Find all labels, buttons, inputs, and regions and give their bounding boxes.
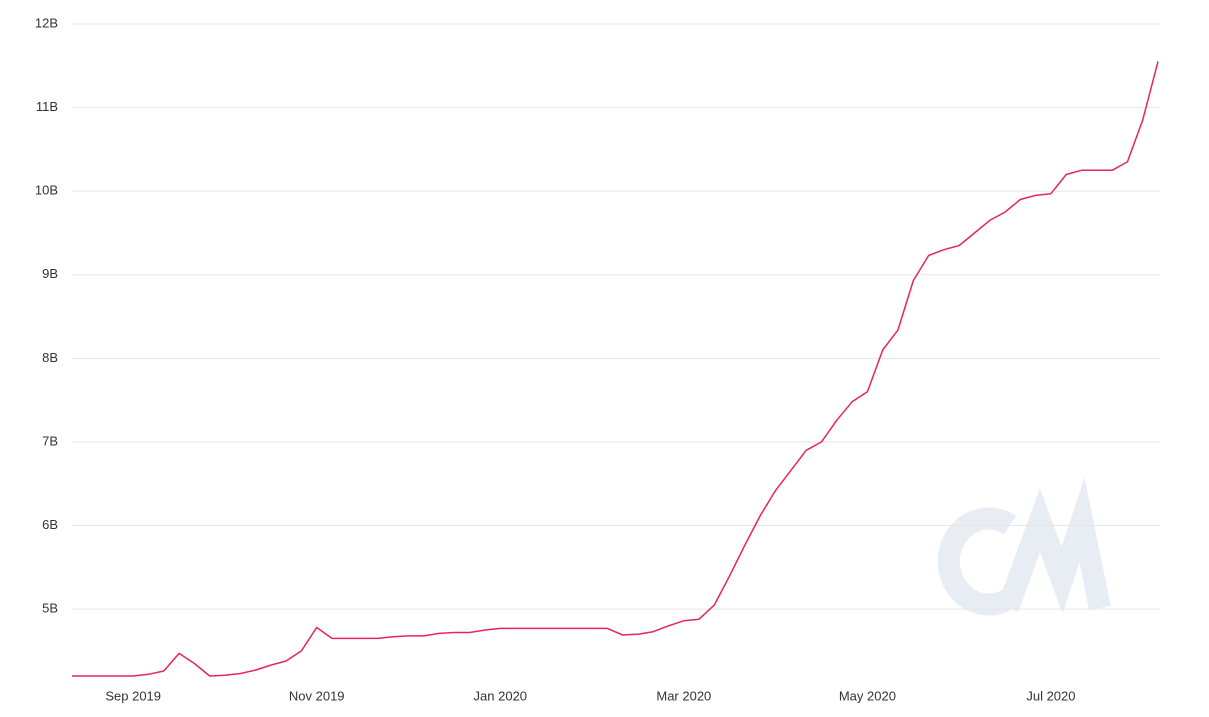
x-tick-label: Jan 2020 (474, 688, 528, 703)
y-tick-label: 12B (35, 15, 58, 30)
y-tick-label: 5B (42, 601, 58, 616)
x-tick-label: Sep 2019 (105, 688, 161, 703)
y-tick-label: 6B (42, 517, 58, 532)
x-tick-label: Jul 2020 (1026, 688, 1075, 703)
series-line (72, 61, 1159, 677)
y-tick-label: 10B (35, 183, 58, 198)
y-tick-label: 11B (36, 99, 58, 114)
y-tick-label: 9B (42, 266, 58, 281)
watermark-c (937, 507, 1017, 616)
x-tick-label: Nov 2019 (289, 688, 345, 703)
y-tick-label: 8B (42, 350, 58, 365)
watermark-m (997, 477, 1111, 614)
x-tick-label: May 2020 (839, 688, 896, 703)
y-tick-label: 7B (42, 433, 58, 448)
x-tick-label: Mar 2020 (656, 688, 711, 703)
watermark (937, 477, 1111, 616)
